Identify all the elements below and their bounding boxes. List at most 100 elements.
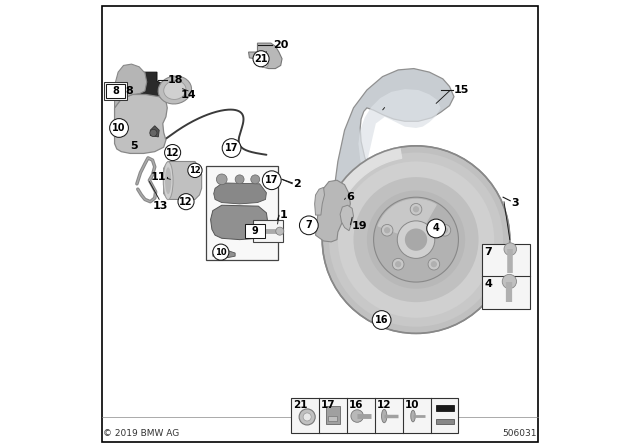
FancyBboxPatch shape [253,220,284,242]
Polygon shape [134,72,146,79]
Circle shape [251,175,260,184]
Text: 1: 1 [280,210,287,220]
Circle shape [178,194,194,210]
Text: 11: 11 [150,172,166,182]
Polygon shape [134,72,166,99]
Circle shape [213,244,229,260]
Circle shape [338,161,494,318]
Polygon shape [211,205,269,240]
Circle shape [329,152,503,327]
Polygon shape [164,161,202,199]
FancyBboxPatch shape [245,224,265,238]
Polygon shape [248,43,282,69]
Circle shape [222,139,241,157]
Ellipse shape [411,410,415,422]
Text: 16: 16 [349,401,364,410]
Text: 7: 7 [305,220,312,230]
Ellipse shape [158,76,191,104]
Circle shape [261,60,268,68]
Polygon shape [115,64,147,108]
Circle shape [353,177,479,302]
Text: 12: 12 [179,197,193,207]
Text: 6: 6 [346,192,354,202]
Text: © 2019 BMW AG: © 2019 BMW AG [104,429,180,439]
Circle shape [504,243,516,255]
FancyBboxPatch shape [436,419,454,424]
Polygon shape [214,183,266,204]
Text: 21: 21 [254,54,268,64]
Circle shape [392,258,404,270]
Text: 21: 21 [293,401,308,410]
Polygon shape [436,405,454,411]
Text: 4: 4 [433,224,440,233]
Polygon shape [338,199,362,237]
Circle shape [413,206,419,212]
Text: 506031: 506031 [502,429,536,439]
Circle shape [372,310,391,329]
Polygon shape [213,251,235,258]
Text: 7: 7 [484,247,492,257]
Circle shape [216,174,227,185]
Text: 8: 8 [125,86,134,96]
Circle shape [431,261,437,267]
Text: 12: 12 [377,401,392,410]
Ellipse shape [164,81,186,99]
Polygon shape [358,89,440,179]
Ellipse shape [165,167,172,194]
Circle shape [442,227,448,233]
Circle shape [405,228,427,251]
Circle shape [395,261,401,267]
Circle shape [303,413,311,421]
Text: 4: 4 [484,279,492,289]
Circle shape [374,197,458,282]
Text: 17: 17 [265,175,278,185]
FancyBboxPatch shape [482,244,530,309]
Circle shape [262,171,281,190]
Text: 10: 10 [215,248,227,257]
Circle shape [150,129,157,137]
Circle shape [427,219,445,238]
Polygon shape [340,205,353,231]
Circle shape [188,163,202,177]
Text: 12: 12 [166,147,179,158]
Text: 10: 10 [112,123,126,133]
Polygon shape [333,69,454,202]
Circle shape [109,119,129,138]
Circle shape [303,223,312,231]
FancyBboxPatch shape [106,84,125,98]
Circle shape [164,145,180,160]
Text: 17: 17 [225,143,238,153]
Text: 15: 15 [454,85,469,95]
Text: 16: 16 [375,315,388,325]
Text: 12: 12 [189,166,201,175]
Text: 8: 8 [112,86,119,96]
Polygon shape [150,126,159,137]
Text: 5: 5 [130,141,138,151]
Wedge shape [324,147,402,225]
FancyBboxPatch shape [291,398,458,433]
FancyBboxPatch shape [326,406,340,424]
Wedge shape [378,199,436,240]
Text: 20: 20 [273,40,289,50]
Circle shape [367,190,465,289]
Circle shape [111,86,120,95]
Circle shape [351,410,364,422]
Text: 3: 3 [511,198,519,207]
Circle shape [253,51,269,67]
Circle shape [410,203,422,215]
Circle shape [300,216,318,235]
Circle shape [502,274,516,289]
Circle shape [235,175,244,184]
Circle shape [113,89,118,93]
Circle shape [384,227,390,233]
Ellipse shape [381,409,387,423]
Text: 18: 18 [168,75,184,85]
Circle shape [299,409,315,425]
Circle shape [322,146,510,333]
Ellipse shape [163,162,173,200]
Polygon shape [316,180,350,242]
Text: 2: 2 [293,179,301,189]
FancyBboxPatch shape [328,416,337,422]
Circle shape [428,258,440,270]
Text: 19: 19 [351,221,367,231]
